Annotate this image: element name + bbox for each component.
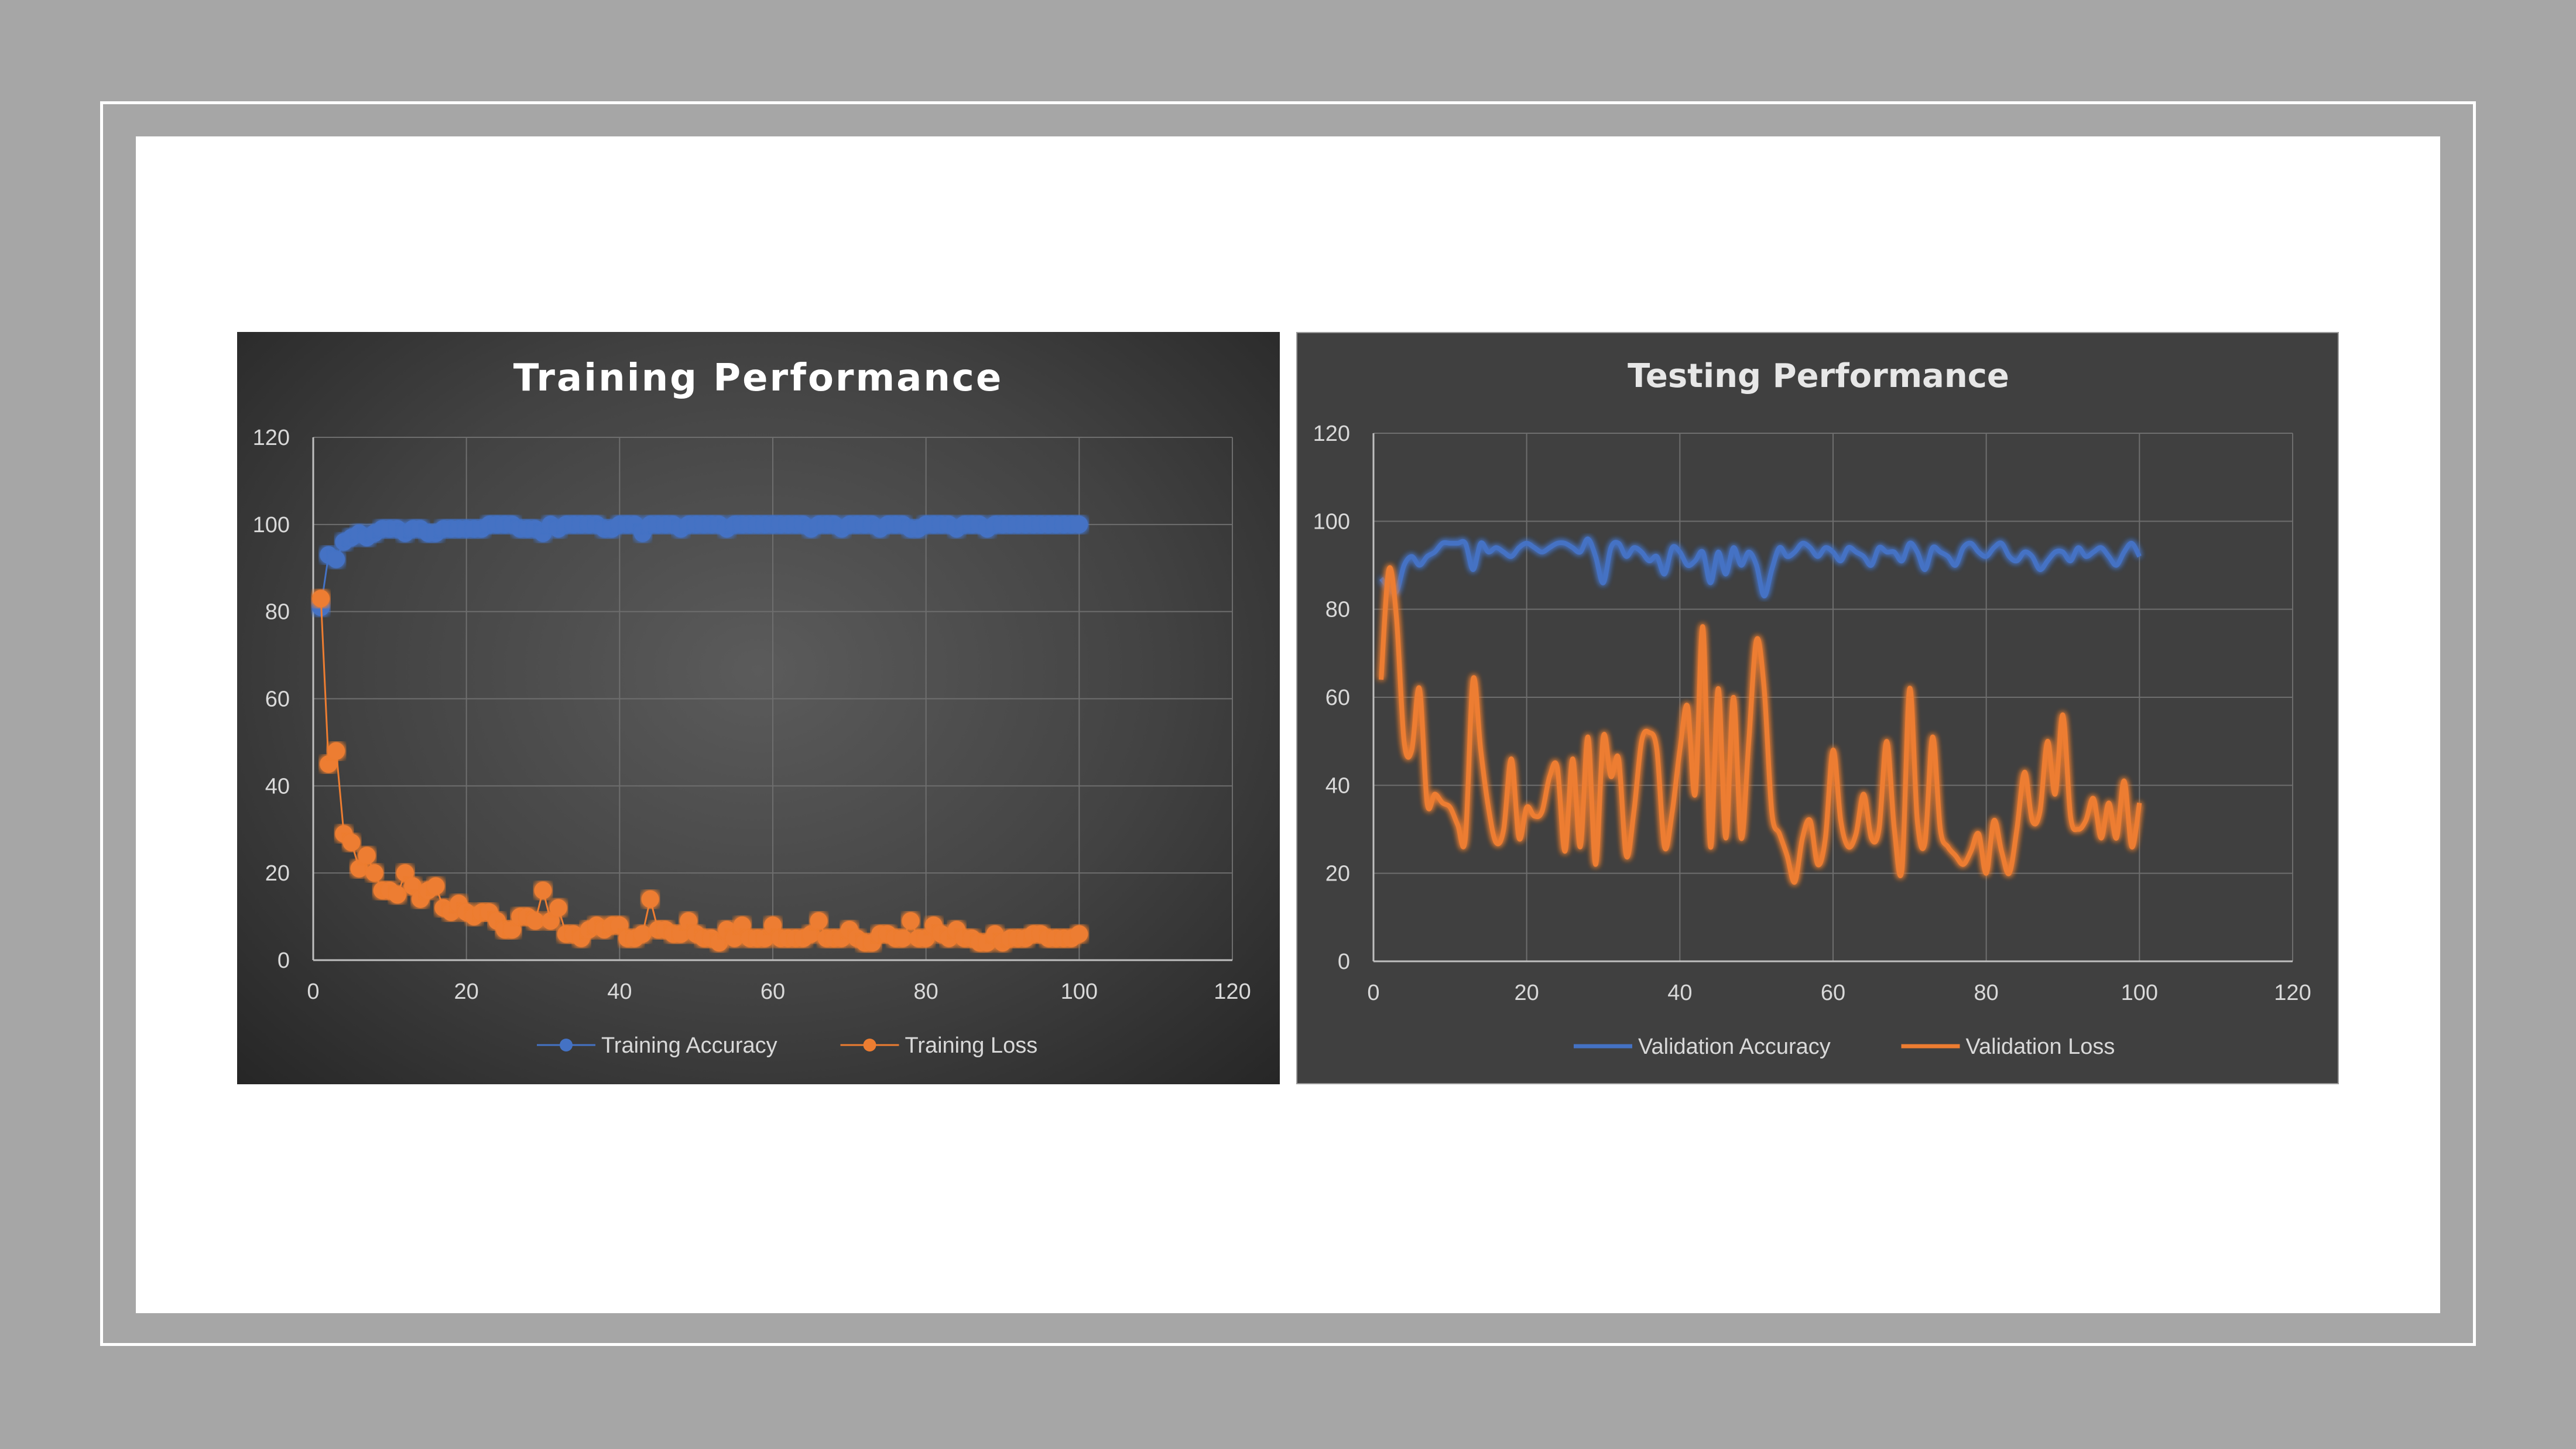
legend-item-validation-accuracy: Validation Accuracy — [1574, 1034, 1831, 1059]
validation-accuracy-series — [1379, 536, 2142, 599]
training-loss-point — [542, 912, 560, 930]
legend-swatch-marker — [560, 1039, 573, 1051]
training-loss-point — [312, 590, 330, 608]
legend-label: Validation Loss — [1966, 1034, 2115, 1059]
x-tick-label: 80 — [1974, 981, 1999, 1005]
x-tick-label: 20 — [454, 979, 479, 1004]
training-loss-point — [503, 920, 522, 938]
y-tick-label: 20 — [265, 861, 290, 886]
training-loss-point — [388, 886, 406, 904]
validation-loss-line — [1379, 565, 2142, 885]
x-tick-label: 60 — [761, 979, 785, 1004]
training-loss-point — [526, 912, 544, 930]
y-tick-label: 60 — [265, 687, 290, 712]
training-loss-point — [342, 834, 361, 852]
legend-item-training-loss: Training Loss — [840, 1033, 1038, 1058]
y-tick-label: 120 — [1313, 422, 1350, 446]
legend-item-validation-loss: Validation Loss — [1901, 1034, 2115, 1059]
training-loss-point — [327, 742, 345, 760]
training-loss-point — [365, 864, 383, 882]
training-loss-point — [1070, 925, 1088, 943]
x-tick-label: 0 — [1367, 981, 1379, 1005]
training-accuracy-point — [327, 550, 345, 568]
training-loss-point — [611, 916, 629, 934]
y-tick-label: 20 — [1325, 862, 1350, 886]
y-tick-label: 40 — [265, 774, 290, 799]
training-loss-point — [633, 925, 652, 943]
training-loss-point — [320, 755, 338, 773]
training-loss-point — [427, 877, 445, 895]
training-loss-point — [641, 890, 659, 908]
training-loss-point — [549, 899, 567, 917]
chart-title: Testing Performance — [1628, 357, 2009, 395]
training-loss-series — [312, 590, 1088, 952]
legend-label: Validation Accuracy — [1638, 1034, 1831, 1059]
x-tick-label: 120 — [1214, 979, 1251, 1004]
training-loss-point — [534, 881, 552, 899]
training-loss-point — [680, 912, 698, 930]
legend-item-training-accuracy: Training Accuracy — [537, 1033, 777, 1058]
legend-label: Training Accuracy — [601, 1033, 777, 1058]
y-tick-label: 40 — [1325, 773, 1350, 798]
x-tick-label: 20 — [1515, 981, 1539, 1005]
y-tick-label: 120 — [253, 426, 290, 450]
y-tick-label: 0 — [278, 948, 290, 973]
legend-swatch-marker — [863, 1039, 876, 1051]
x-tick-label: 120 — [2274, 981, 2311, 1005]
x-tick-label: 100 — [1061, 979, 1098, 1004]
x-tick-label: 40 — [1667, 981, 1692, 1005]
testing-chart-svg: Testing Performance 0 20 40 60 80 100 120 0 20 40 6… — [1313, 357, 2311, 1059]
legend-label: Training Loss — [905, 1033, 1038, 1058]
training-loss-point — [764, 916, 782, 934]
training-loss-point — [894, 929, 912, 947]
y-tick-label: 80 — [1325, 598, 1350, 622]
training-accuracy-series — [312, 515, 1088, 616]
x-tick-label: 40 — [607, 979, 632, 1004]
x-tick-label: 60 — [1821, 981, 1845, 1005]
testing-chart: Testing Performance 0 20 40 60 80 100 120 0 20 40 6… — [1296, 332, 2339, 1084]
y-tick-label: 80 — [265, 600, 290, 625]
outer-frame — [100, 101, 2476, 1346]
validation-loss-series — [1379, 565, 2142, 885]
validation-accuracy-line — [1379, 536, 2142, 599]
legend: Validation Accuracy Validation Loss — [1574, 1034, 2115, 1059]
training-loss-point — [810, 912, 828, 930]
x-tick-label: 80 — [914, 979, 938, 1004]
y-tick-label: 0 — [1338, 950, 1350, 974]
y-tick-label: 100 — [253, 513, 290, 537]
training-chart-svg: Training Performance 0 20 40 60 80 100 120 0 20 40… — [253, 357, 1251, 1058]
chart-title: Training Performance — [513, 357, 1003, 400]
legend: Training Accuracy Training Loss — [537, 1033, 1037, 1058]
training-loss-point — [396, 864, 414, 882]
x-tick-label: 0 — [307, 979, 319, 1004]
y-tick-label: 100 — [1313, 509, 1350, 534]
training-chart: Training Performance 0 20 40 60 80 100 120 0 20 40… — [237, 332, 1280, 1084]
training-loss-point — [733, 916, 751, 934]
training-loss-point — [902, 912, 920, 930]
training-accuracy-point — [1070, 515, 1088, 533]
training-loss-point — [358, 847, 376, 865]
x-tick-label: 100 — [2121, 981, 2158, 1005]
y-tick-label: 60 — [1325, 686, 1350, 710]
